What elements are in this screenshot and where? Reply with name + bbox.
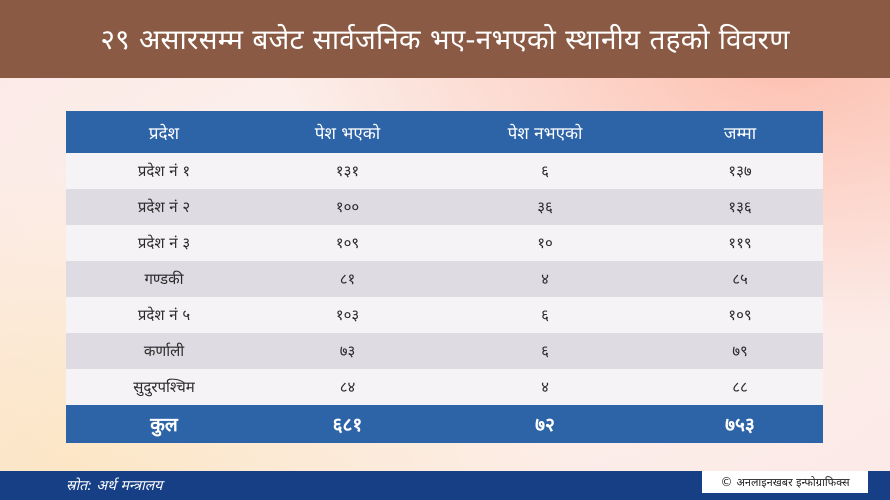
credit-text: अनलाइनखबर इन्फोग्राफिक्स (736, 475, 850, 489)
table-row: प्रदेश नं ३ १०९ १० ११९ (66, 225, 823, 261)
header-not-submitted: पेश नभएको (507, 123, 583, 144)
cell-not-submitted: ६ (541, 342, 549, 360)
copyright-icon: © (720, 475, 733, 489)
table-row: सुदुरपश्चिम ८४ ४ ८८ (66, 369, 823, 405)
cell-province: गण्डकी (144, 270, 184, 288)
table-row: प्रदेश नं १ १३१ ६ १३७ (66, 153, 823, 189)
cell-province: प्रदेश नं २ (137, 198, 191, 216)
table-header-row: प्रदेश पेश भएको पेश नभएको जम्मा (66, 111, 823, 153)
cell-total: १३६ (728, 198, 752, 216)
cell-submitted: १०३ (335, 306, 360, 324)
cell-total: १०९ (728, 306, 752, 324)
cell-not-submitted: ४ (541, 378, 549, 396)
total-not-submitted: ७२ (535, 414, 555, 436)
cell-not-submitted: ४ (541, 270, 549, 288)
table-row: गण्डकी ८१ ४ ८५ (66, 261, 823, 297)
table-row: प्रदेश नं २ १०० ३६ १३६ (66, 189, 823, 225)
header-province: प्रदेश (148, 123, 180, 144)
budget-table: प्रदेश पेश भएको पेश नभएको जम्मा प्रदेश न… (66, 111, 823, 443)
cell-total: ८५ (732, 270, 748, 288)
page-title: २९ असारसम्म बजेट सार्वजनिक भए-नभएको स्था… (100, 23, 790, 56)
cell-not-submitted: ३६ (537, 198, 553, 216)
cell-submitted: ८१ (339, 270, 356, 288)
cell-total: १३७ (728, 162, 752, 180)
cell-submitted: ७३ (339, 342, 356, 360)
table-total-row: कुल ६८१ ७२ ७५३ (66, 405, 823, 443)
title-bar: २९ असारसम्म बजेट सार्वजनिक भए-नभएको स्था… (0, 0, 890, 78)
credit-box: © अनलाइनखबर इन्फोग्राफिक्स (702, 471, 868, 493)
cell-province: प्रदेश नं १ (137, 162, 191, 180)
cell-submitted: १०९ (335, 234, 360, 252)
cell-province: प्रदेश नं ३ (137, 234, 191, 252)
table-row: कर्णाली ७३ ६ ७९ (66, 333, 823, 369)
cell-submitted: १०० (335, 198, 360, 216)
total-total: ७५३ (725, 414, 755, 436)
header-submitted: पेश भएको (314, 123, 381, 144)
source-text: स्रोत: अर्थ मन्त्रालय (66, 478, 163, 494)
cell-province: सुदुरपश्चिम (133, 378, 195, 396)
cell-total: ११९ (728, 234, 752, 252)
cell-submitted: ८४ (339, 378, 356, 396)
table-row: प्रदेश नं ५ १०३ ६ १०९ (66, 297, 823, 333)
cell-total: ८८ (732, 378, 748, 396)
cell-not-submitted: ६ (541, 306, 549, 324)
cell-province: कर्णाली (143, 342, 185, 360)
cell-province: प्रदेश नं ५ (137, 306, 191, 324)
cell-not-submitted: १० (537, 234, 553, 252)
cell-total: ७९ (732, 342, 748, 360)
cell-submitted: १३१ (335, 162, 360, 180)
header-total: जम्मा (723, 123, 757, 144)
total-label: कुल (150, 414, 178, 436)
cell-not-submitted: ६ (541, 162, 549, 180)
total-submitted: ६८१ (332, 414, 363, 436)
